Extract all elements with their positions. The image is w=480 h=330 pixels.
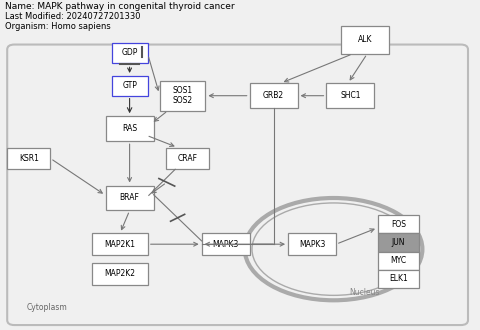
FancyBboxPatch shape [7, 148, 50, 169]
FancyBboxPatch shape [288, 234, 336, 255]
FancyBboxPatch shape [202, 234, 250, 255]
FancyBboxPatch shape [378, 270, 419, 288]
FancyBboxPatch shape [92, 263, 148, 284]
Text: MAP2K1: MAP2K1 [105, 240, 135, 249]
Text: Nucleus: Nucleus [349, 288, 380, 297]
Text: Name: MAPK pathway in congenital thyroid cancer: Name: MAPK pathway in congenital thyroid… [5, 2, 234, 11]
Text: GRB2: GRB2 [263, 91, 284, 100]
FancyBboxPatch shape [378, 251, 419, 270]
FancyBboxPatch shape [159, 81, 205, 111]
Text: MAPK3: MAPK3 [299, 240, 325, 249]
FancyBboxPatch shape [92, 234, 148, 255]
Text: MYC: MYC [390, 256, 407, 265]
FancyBboxPatch shape [106, 185, 154, 211]
Text: MAP2K2: MAP2K2 [105, 269, 135, 279]
Text: MAPK3: MAPK3 [213, 240, 239, 249]
Text: GDP: GDP [121, 48, 138, 57]
FancyBboxPatch shape [166, 148, 209, 169]
FancyBboxPatch shape [111, 43, 148, 63]
Text: CRAF: CRAF [177, 154, 197, 163]
Text: FOS: FOS [391, 220, 406, 229]
Text: Organism: Homo sapiens: Organism: Homo sapiens [5, 22, 110, 31]
FancyBboxPatch shape [326, 83, 374, 108]
Text: KSR1: KSR1 [19, 154, 39, 163]
Text: JUN: JUN [392, 238, 405, 247]
Text: ALK: ALK [358, 35, 372, 44]
FancyBboxPatch shape [378, 215, 419, 234]
FancyBboxPatch shape [250, 83, 298, 108]
FancyBboxPatch shape [7, 45, 468, 325]
Text: SOS1
SOS2: SOS1 SOS2 [172, 86, 192, 105]
Text: BRAF: BRAF [120, 193, 140, 203]
Text: RAS: RAS [122, 124, 137, 133]
FancyBboxPatch shape [111, 76, 148, 96]
FancyBboxPatch shape [341, 26, 389, 53]
Text: Cytoplasm: Cytoplasm [26, 303, 67, 312]
Text: ELK1: ELK1 [389, 274, 408, 283]
FancyBboxPatch shape [106, 116, 154, 141]
Text: GTP: GTP [122, 81, 137, 90]
Text: SHC1: SHC1 [340, 91, 360, 100]
Text: Last Modified: 20240727201330: Last Modified: 20240727201330 [5, 12, 140, 21]
FancyBboxPatch shape [378, 234, 419, 251]
